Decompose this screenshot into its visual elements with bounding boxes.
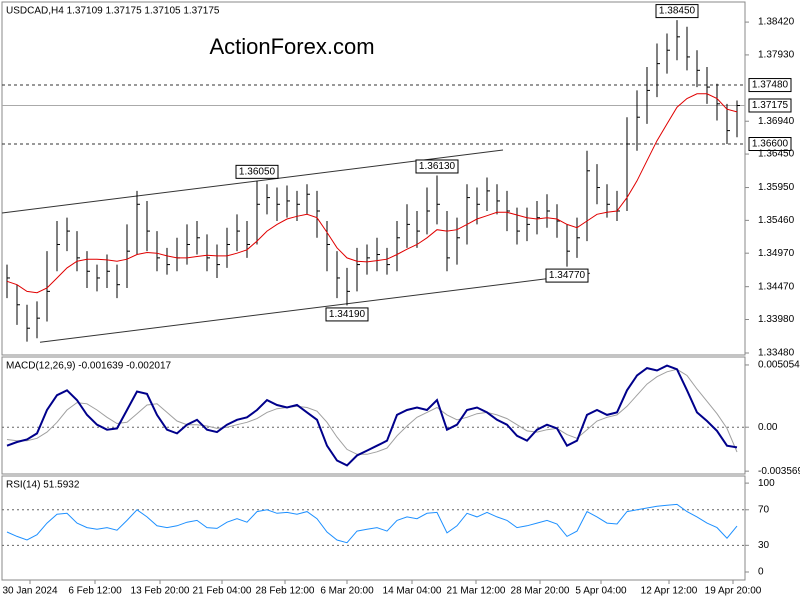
y-tick-label: 1.36940 bbox=[758, 116, 795, 127]
annotation-label: 1.36050 bbox=[239, 166, 276, 177]
annotation-label: 1.36130 bbox=[419, 161, 456, 172]
x-tick-label: 14 Mar 04:00 bbox=[383, 586, 442, 597]
x-tick-label: 5 Apr 04:00 bbox=[575, 586, 627, 597]
y-tick-label: 30 bbox=[758, 540, 770, 551]
y-tick-label: 1.33480 bbox=[758, 348, 795, 359]
y-tick-label: -0.003569 bbox=[758, 466, 800, 477]
x-tick-label: 6 Mar 20:00 bbox=[320, 586, 374, 597]
annotation-label: 1.34770 bbox=[549, 270, 586, 281]
panel-title: USDCAD,H4 1.37109 1.37175 1.37105 1.3717… bbox=[6, 6, 220, 17]
price-panel bbox=[1, 1, 746, 356]
annotation-label-box bbox=[545, 268, 589, 283]
y-tick-label: 0.00 bbox=[758, 422, 778, 433]
panel-title: MACD(12,26,9) -0.001639 -0.002017 bbox=[6, 361, 172, 372]
trendline bbox=[39, 272, 591, 343]
x-tick-label: 13 Feb 20:00 bbox=[131, 586, 190, 597]
y-tick-label: 1.38420 bbox=[758, 17, 795, 28]
y-tick-label: 1.33980 bbox=[758, 314, 795, 325]
rsi-panel bbox=[1, 475, 746, 581]
x-tick-label: 21 Mar 12:00 bbox=[447, 586, 506, 597]
y-tick-label: 100 bbox=[758, 478, 775, 489]
level-label-box bbox=[748, 78, 792, 93]
level-label: 1.36600 bbox=[752, 139, 789, 150]
x-tick-label: 28 Mar 20:00 bbox=[511, 586, 570, 597]
watermark: ActionForex.com bbox=[209, 34, 374, 59]
y-tick-label: 0.005054 bbox=[758, 360, 800, 371]
y-tick-label: 1.34970 bbox=[758, 248, 795, 259]
y-tick-label: 0 bbox=[758, 567, 764, 578]
annotation-label: 1.38450 bbox=[659, 6, 696, 17]
y-tick-label: 1.35460 bbox=[758, 215, 795, 226]
y-tick-label: 1.34470 bbox=[758, 281, 795, 292]
annotation-label-box bbox=[325, 307, 369, 322]
level-label-box bbox=[748, 137, 792, 152]
annotation-label-box bbox=[415, 159, 459, 174]
x-tick-label: 21 Feb 04:00 bbox=[193, 586, 252, 597]
indicator-line bbox=[6, 503, 738, 544]
level-label-box bbox=[748, 98, 792, 113]
y-tick-label: 1.37930 bbox=[758, 50, 795, 61]
panel-title: RSI(14) 51.5932 bbox=[6, 480, 80, 491]
annotation-label-box bbox=[235, 164, 279, 179]
annotation-label-box bbox=[655, 4, 699, 19]
moving-average bbox=[6, 93, 738, 294]
x-tick-label: 30 Jan 2024 bbox=[2, 586, 57, 597]
y-tick-label: 1.36450 bbox=[758, 149, 795, 160]
x-tick-label: 12 Apr 12:00 bbox=[641, 586, 698, 597]
y-tick-label: 70 bbox=[758, 504, 770, 515]
annotation-label: 1.34190 bbox=[329, 309, 366, 320]
macd-panel bbox=[1, 356, 746, 475]
x-tick-label: 28 Feb 12:00 bbox=[256, 586, 315, 597]
indicator-line bbox=[6, 368, 738, 455]
indicator-line bbox=[6, 364, 738, 467]
level-label: 1.37175 bbox=[752, 100, 789, 111]
x-tick-label: 19 Apr 20:00 bbox=[705, 586, 762, 597]
y-tick-label: 1.35950 bbox=[758, 182, 795, 193]
level-label: 1.37480 bbox=[752, 80, 789, 91]
x-tick-label: 6 Feb 12:00 bbox=[68, 586, 122, 597]
